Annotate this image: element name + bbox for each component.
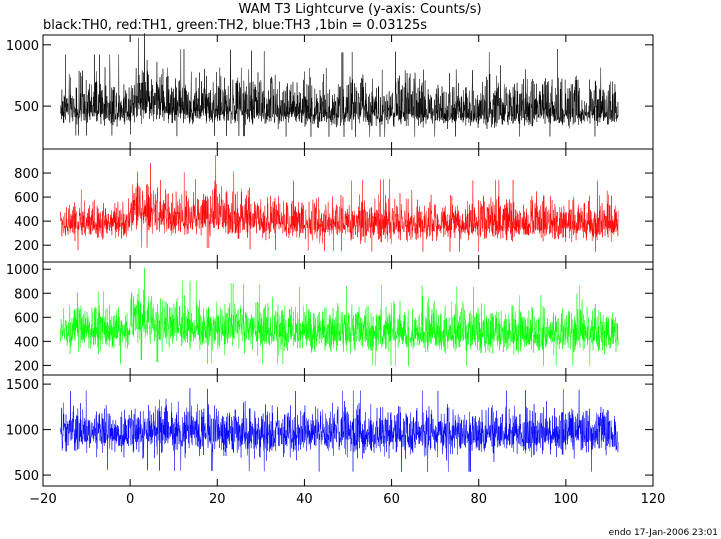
panel-TH2: 200 400 600 800 1000 bbox=[6, 261, 654, 376]
series-line-TH3 bbox=[60, 388, 619, 472]
x-tick-label: −20 bbox=[29, 492, 56, 507]
panels-group: 500 1000 200 400 600 800 200 400 600 800 1000 500 10… bbox=[6, 33, 654, 487]
panel-TH3: 500 1000 1500 bbox=[6, 374, 654, 487]
y-tick-label: 500 bbox=[14, 100, 39, 115]
x-tick-label: 0 bbox=[126, 492, 134, 507]
series-line-TH2 bbox=[60, 267, 619, 366]
y-tick-label: 1500 bbox=[6, 378, 39, 393]
series-line-TH1 bbox=[60, 155, 619, 252]
y-tick-label: 1000 bbox=[6, 39, 39, 54]
y-tick-label: 600 bbox=[14, 311, 39, 326]
y-tick-label: 600 bbox=[14, 191, 39, 206]
x-tick-label: 40 bbox=[296, 492, 313, 507]
x-tick-label: 60 bbox=[383, 492, 400, 507]
x-tick-label: 80 bbox=[470, 492, 487, 507]
y-tick-label: 400 bbox=[14, 215, 39, 230]
x-tick-label: 120 bbox=[641, 492, 666, 507]
x-tick-label: 100 bbox=[553, 492, 578, 507]
y-tick-label: 800 bbox=[14, 167, 39, 182]
y-tick-label: 1000 bbox=[6, 424, 39, 439]
x-tick-label: 20 bbox=[209, 492, 226, 507]
y-tick-label: 200 bbox=[14, 359, 39, 374]
chart-subtitle: black:TH0, red:TH1, green:TH2, blue:TH3 … bbox=[43, 18, 427, 33]
footer-stamp: endo 17-Jan-2006 23:01 bbox=[609, 528, 718, 538]
panel-frame-TH3 bbox=[42, 374, 654, 487]
panel-TH1: 200 400 600 800 bbox=[14, 148, 654, 263]
panel-TH0: 500 1000 bbox=[6, 33, 654, 150]
y-tick-label: 800 bbox=[14, 287, 39, 302]
series-line-TH0 bbox=[60, 33, 619, 137]
y-tick-label: 1000 bbox=[6, 263, 39, 278]
chart-title: WAM T3 Lightcurve (y-axis: Counts/s) bbox=[238, 2, 481, 17]
y-tick-label: 400 bbox=[14, 335, 39, 350]
x-axis: −20 0 20 40 60 80 100 120 bbox=[29, 492, 665, 507]
y-tick-label: 500 bbox=[14, 469, 39, 484]
y-tick-label: 200 bbox=[14, 239, 39, 254]
